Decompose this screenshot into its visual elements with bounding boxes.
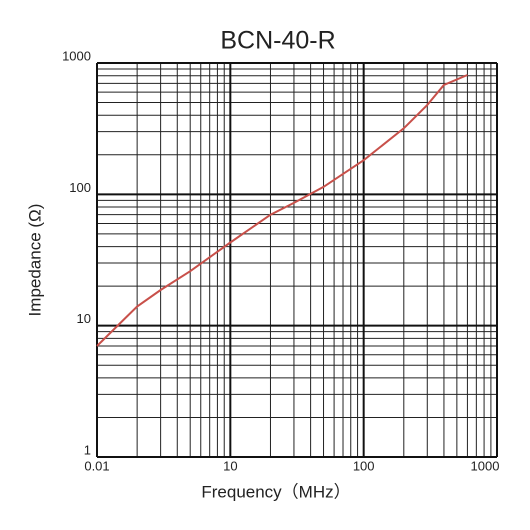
- chart-title: BCN-40-R: [220, 27, 335, 55]
- x-tick-label: 10: [223, 458, 237, 473]
- x-tick-label: 100: [353, 458, 375, 473]
- data-line: [96, 74, 468, 347]
- x-tick-label: 0.01: [84, 458, 109, 473]
- y-tick-label: 10: [77, 311, 91, 326]
- x-tick-label: 1000: [471, 458, 500, 473]
- y-tick-label: 100: [69, 180, 91, 195]
- x-axis-label: Frequency（MHz）: [201, 482, 350, 501]
- y-tick-label: 1000: [62, 48, 91, 63]
- y-tick-label: 1: [84, 442, 91, 457]
- y-axis-label: Impedance (Ω): [25, 204, 44, 317]
